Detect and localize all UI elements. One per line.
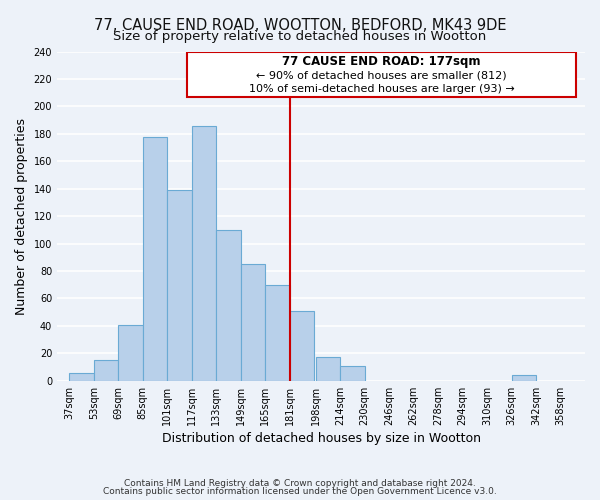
FancyBboxPatch shape	[187, 52, 576, 97]
Bar	[118, 324, 143, 381]
Text: 10% of semi-detached houses are larger (93) →: 10% of semi-detached houses are larger (…	[248, 84, 514, 94]
Text: 77, CAUSE END ROAD, WOOTTON, BEDFORD, MK43 9DE: 77, CAUSE END ROAD, WOOTTON, BEDFORD, MK…	[94, 18, 506, 32]
Text: Contains HM Land Registry data © Crown copyright and database right 2024.: Contains HM Land Registry data © Crown c…	[124, 478, 476, 488]
Text: 77 CAUSE END ROAD: 177sqm: 77 CAUSE END ROAD: 177sqm	[282, 55, 481, 68]
Bar	[265, 285, 290, 381]
X-axis label: Distribution of detached houses by size in Wootton: Distribution of detached houses by size …	[161, 432, 481, 445]
Bar	[290, 311, 314, 381]
Bar	[316, 358, 340, 381]
Bar	[167, 190, 192, 381]
Y-axis label: Number of detached properties: Number of detached properties	[15, 118, 28, 314]
Bar	[192, 126, 216, 381]
Bar	[69, 372, 94, 381]
Text: Size of property relative to detached houses in Wootton: Size of property relative to detached ho…	[113, 30, 487, 43]
Text: ← 90% of detached houses are smaller (812): ← 90% of detached houses are smaller (81…	[256, 70, 507, 80]
Bar	[512, 376, 536, 381]
Bar	[143, 136, 167, 381]
Text: Contains public sector information licensed under the Open Government Licence v3: Contains public sector information licen…	[103, 487, 497, 496]
Bar	[241, 264, 265, 381]
Bar	[340, 366, 365, 381]
Bar	[216, 230, 241, 381]
Bar	[94, 360, 118, 381]
